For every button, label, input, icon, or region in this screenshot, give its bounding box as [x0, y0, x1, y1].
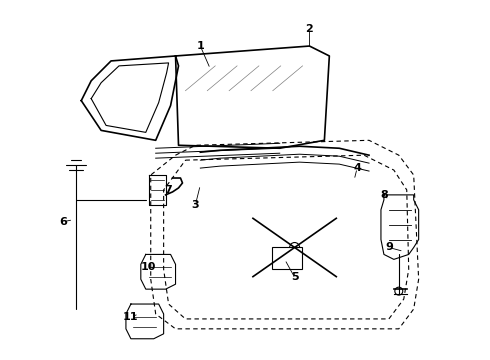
- Text: 5: 5: [291, 272, 298, 282]
- Text: 11: 11: [123, 312, 139, 322]
- Text: 4: 4: [353, 163, 361, 173]
- Text: 8: 8: [380, 190, 388, 200]
- Text: 6: 6: [59, 217, 67, 227]
- Text: 2: 2: [306, 24, 314, 34]
- Text: 10: 10: [141, 262, 156, 272]
- Text: 3: 3: [192, 200, 199, 210]
- Text: 7: 7: [165, 185, 172, 195]
- Text: 9: 9: [385, 243, 393, 252]
- Text: 1: 1: [196, 41, 204, 51]
- FancyBboxPatch shape: [272, 247, 301, 269]
